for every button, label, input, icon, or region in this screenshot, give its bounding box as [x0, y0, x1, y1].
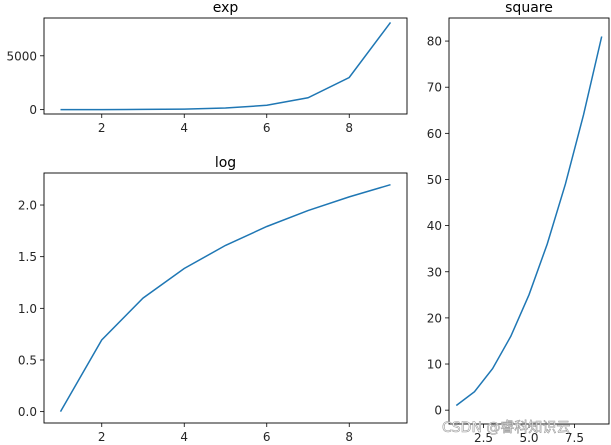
x-tick-label: 6: [263, 430, 271, 444]
y-tick-label: 2.0: [18, 199, 37, 213]
x-tick-label: 7.5: [565, 431, 584, 445]
chart-title: exp: [213, 0, 239, 16]
watermark-text: CSDN @睿科知识云: [442, 419, 570, 436]
line-square: [455, 36, 603, 407]
y-tick-label: 40: [427, 219, 442, 233]
y-tick-label: 0: [29, 103, 37, 117]
chart-title: log: [215, 155, 236, 171]
x-tick-label: 8: [345, 121, 353, 135]
y-tick-label: 50: [427, 173, 442, 187]
y-tick-label: 70: [427, 81, 442, 95]
x-tick-label: 5.0: [519, 431, 538, 445]
y-tick-label: 20: [427, 311, 442, 325]
y-tick-label: 30: [427, 265, 442, 279]
x-tick-label: 8: [345, 430, 353, 444]
x-tick-label: 4: [180, 121, 188, 135]
x-tick-label: 2.5: [474, 431, 493, 445]
axes-frame: [448, 17, 610, 425]
x-tick-label: 2: [98, 430, 106, 444]
line-log: [59, 183, 391, 412]
axes-square: 2.5 5.0 7.5 0 10 20 30 40 50 60 70 80 square: [427, 0, 610, 445]
y-tick-label: 80: [427, 35, 442, 49]
x-tick-label: 2: [98, 121, 106, 135]
y-tick-label: 10: [427, 358, 442, 372]
x-tick-label: 4: [180, 430, 188, 444]
y-tick-label: 5000: [6, 49, 37, 63]
y-tick-label: 60: [427, 127, 442, 141]
axes-frame: [43, 172, 408, 424]
x-tick-label: 6: [263, 121, 271, 135]
y-tick-label: 0.0: [18, 405, 37, 419]
axes-frame: [43, 17, 408, 115]
y-tick-label: 0: [434, 404, 442, 418]
y-tick-label: 1.0: [18, 302, 37, 316]
line-exp: [60, 21, 392, 111]
y-tick-label: 1.5: [18, 250, 37, 264]
axes-exp: 2 4 6 8 0 5000 exp: [6, 0, 408, 135]
chart-title: square: [505, 0, 553, 16]
axes-log: 2 4 6 8 0.0 0.5 1.0 1.5 2.0 log: [18, 155, 408, 444]
y-tick-label: 0.5: [18, 353, 37, 367]
